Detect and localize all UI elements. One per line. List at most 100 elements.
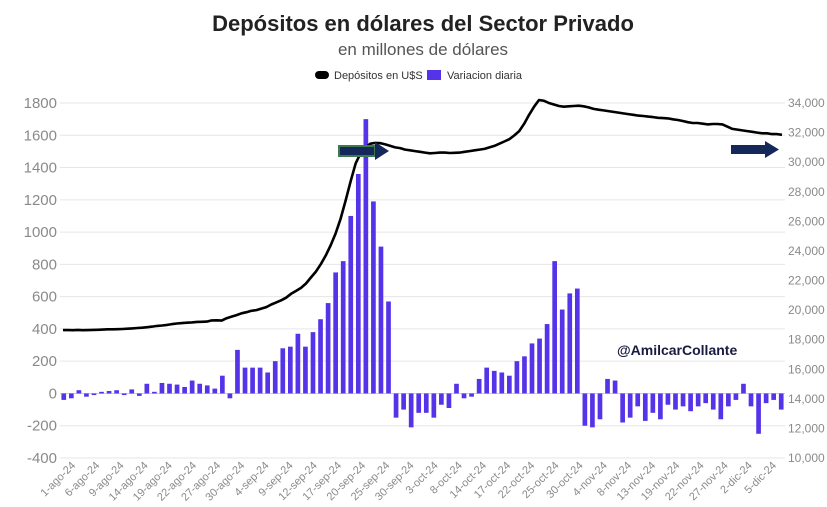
left-tick-label: 1600 [24,127,57,144]
bar [620,393,625,423]
bar [461,393,467,399]
bar [250,367,255,394]
legend-bar-swatch [427,70,441,80]
left-tick-label: 600 [32,289,57,306]
right-axis: 34,000 32,000 30,000 28,000 26,000 24,000 22,0… [788,96,825,465]
left-tick-label: -400 [27,450,57,467]
bar [567,293,573,394]
bar [544,324,550,394]
bar [597,393,603,420]
bar [423,393,429,413]
bar [491,370,497,394]
bar [348,215,354,394]
legend-line-swatch [315,71,329,79]
bar [61,393,67,400]
bar [265,372,271,394]
bar [703,393,709,404]
chart-title: Depósitos en dólares del Sector Privado [212,11,634,36]
bar [144,383,150,394]
right-tick-label: 24,000 [788,244,825,258]
bar [665,393,671,405]
bar [718,393,724,420]
arrow-annotation-mid [338,142,389,160]
right-tick-label: 26,000 [788,214,825,228]
bar [197,383,203,394]
left-tick-label: 1400 [24,160,57,177]
bar [635,393,641,407]
bar [378,246,384,394]
bar [756,393,761,434]
bar [499,372,505,394]
bar [152,391,157,394]
bar [182,387,187,394]
bar [529,343,535,394]
x-axis: 1-ago-246-ago-249-ago-2414-ago-2419-ago-… [39,460,779,504]
bar [590,393,595,428]
bar [748,393,754,407]
bar [401,393,406,410]
bar [680,393,686,407]
left-tick-label: -200 [27,418,57,435]
bar [514,361,520,394]
bar [76,390,82,394]
right-tick-label: 22,000 [788,274,825,288]
bar [726,393,731,407]
bar [318,319,323,394]
bar [136,393,142,396]
arrow-annotation-right [731,141,779,158]
arrow-shaft-mid [338,145,376,157]
watermark: @AmilcarCollante [617,342,737,358]
bar [99,391,104,394]
bar [235,349,240,394]
right-tick-label: 12,000 [788,421,825,435]
bar [167,383,172,394]
legend: Depósitos en U$S Variacion diaria [315,70,523,82]
bar [582,393,588,426]
bar [333,272,338,394]
bar [574,288,580,394]
bar [363,119,369,394]
chart-subtitle: en millones de dólares [338,40,508,59]
bar [642,393,648,421]
legend-bar-label: Variacion diaria [447,70,523,82]
bar [287,346,293,394]
bar [484,367,490,394]
right-tick-label: 10,000 [788,451,825,465]
right-tick-label: 28,000 [788,185,825,199]
bar [439,393,444,405]
bar [174,384,180,394]
bar [408,393,414,428]
bar [220,375,225,394]
bar [431,393,437,418]
bar [242,367,248,394]
grid [60,102,785,459]
bar [454,383,459,394]
bar [212,388,218,394]
bar [325,303,331,394]
bar [310,332,316,394]
bar [469,393,474,397]
bar [121,393,127,396]
right-tick-label: 16,000 [788,362,825,376]
bar [650,393,656,413]
arrow-shaft-right [731,145,765,154]
legend-line-label: Depósitos en U$S [334,70,423,82]
bar [733,393,739,400]
bar [688,393,693,412]
left-tick-label: 800 [32,256,57,273]
bar [91,393,97,396]
bar [559,309,565,394]
arrow-head-mid [375,142,389,160]
bar [627,393,633,418]
left-axis: 1800 1600 1400 1200 1000 800 600 400 200 0 -200 -40… [24,95,57,467]
bar [778,393,784,410]
bar-series [61,119,784,434]
left-tick-label: 400 [32,321,57,338]
bar [552,261,558,394]
bar [371,201,376,394]
right-tick-label: 20,000 [788,303,825,317]
bar [446,393,452,408]
bar [695,393,701,407]
right-tick-label: 32,000 [788,126,825,140]
